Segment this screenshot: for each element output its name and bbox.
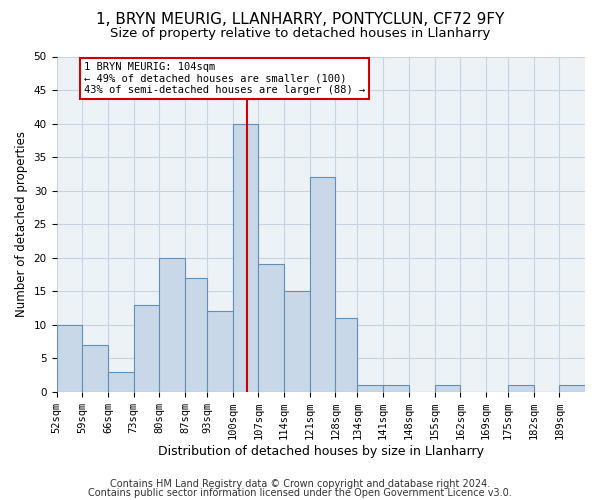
Bar xyxy=(434,385,460,392)
Bar xyxy=(310,177,335,392)
Bar xyxy=(56,324,82,392)
Bar xyxy=(259,264,284,392)
Bar xyxy=(185,278,207,392)
Bar xyxy=(134,304,159,392)
Bar xyxy=(82,345,108,392)
Text: 1, BRYN MEURIG, LLANHARRY, PONTYCLUN, CF72 9FY: 1, BRYN MEURIG, LLANHARRY, PONTYCLUN, CF… xyxy=(96,12,504,28)
Bar xyxy=(383,385,409,392)
Bar xyxy=(284,291,310,392)
Bar xyxy=(559,385,585,392)
Y-axis label: Number of detached properties: Number of detached properties xyxy=(15,131,28,317)
Text: Contains public sector information licensed under the Open Government Licence v3: Contains public sector information licen… xyxy=(88,488,512,498)
Bar xyxy=(508,385,533,392)
Bar xyxy=(335,318,358,392)
Bar xyxy=(159,258,185,392)
Bar xyxy=(358,385,383,392)
Bar xyxy=(233,124,259,392)
Text: Contains HM Land Registry data © Crown copyright and database right 2024.: Contains HM Land Registry data © Crown c… xyxy=(110,479,490,489)
Bar xyxy=(108,372,134,392)
Text: 1 BRYN MEURIG: 104sqm
← 49% of detached houses are smaller (100)
43% of semi-det: 1 BRYN MEURIG: 104sqm ← 49% of detached … xyxy=(84,62,365,95)
Bar xyxy=(207,312,233,392)
X-axis label: Distribution of detached houses by size in Llanharry: Distribution of detached houses by size … xyxy=(158,444,484,458)
Text: Size of property relative to detached houses in Llanharry: Size of property relative to detached ho… xyxy=(110,28,490,40)
